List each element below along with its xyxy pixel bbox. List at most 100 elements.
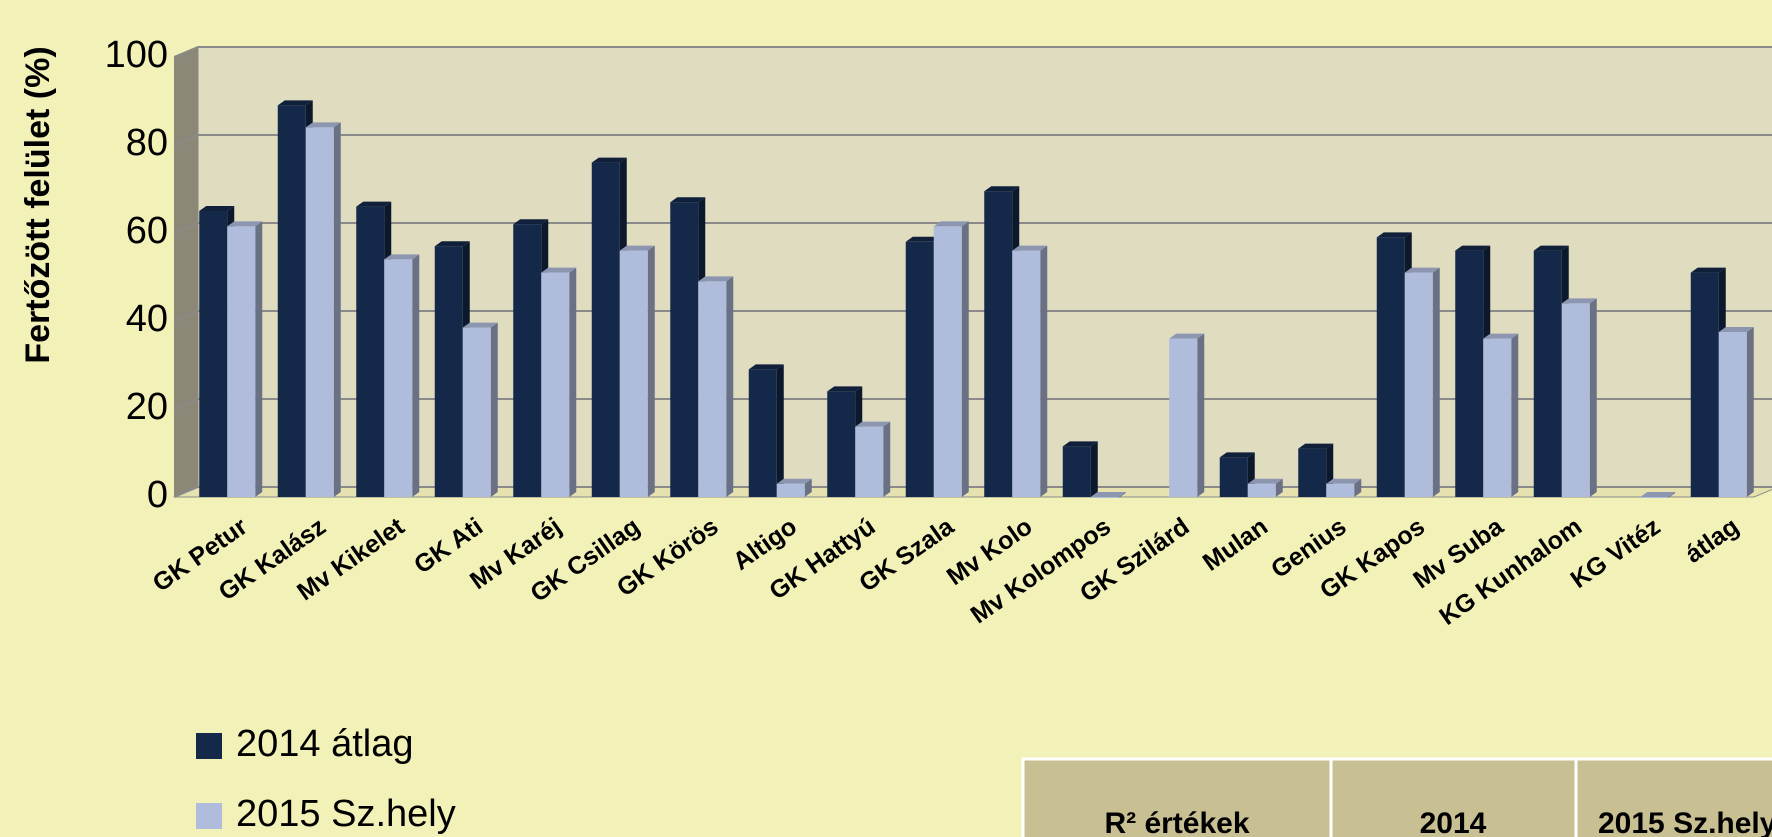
table-cell bbox=[1021, 757, 1333, 837]
bar-top bbox=[748, 364, 784, 370]
bar bbox=[513, 224, 542, 497]
bar-top bbox=[698, 276, 734, 282]
bar bbox=[541, 272, 570, 497]
bar-side bbox=[412, 254, 420, 497]
bar-top bbox=[670, 197, 706, 203]
bar bbox=[1561, 303, 1590, 497]
bar-top bbox=[384, 254, 420, 260]
bar-top bbox=[1718, 327, 1754, 332]
bar bbox=[670, 202, 699, 497]
bar-side bbox=[255, 221, 263, 497]
bar bbox=[855, 426, 884, 497]
bar bbox=[984, 191, 1013, 497]
bar bbox=[619, 250, 648, 497]
bar-top bbox=[356, 201, 392, 207]
bar bbox=[1483, 338, 1512, 497]
table-cell bbox=[1574, 757, 1772, 837]
bar-top bbox=[462, 322, 498, 328]
r2-table: R² értékek 2014 2015 Sz.hely bbox=[1021, 757, 1772, 837]
bar-top bbox=[1690, 267, 1726, 273]
grid-line bbox=[173, 398, 1772, 410]
bar-top bbox=[1640, 492, 1676, 497]
bar bbox=[698, 281, 727, 497]
bar bbox=[199, 211, 228, 497]
bar-side bbox=[883, 421, 891, 497]
bar bbox=[1062, 446, 1091, 497]
bar-top bbox=[1404, 267, 1440, 273]
bar-top bbox=[591, 157, 627, 163]
bar bbox=[1718, 332, 1747, 497]
bar bbox=[1169, 338, 1198, 497]
y-tick-label: 0 bbox=[147, 474, 168, 516]
y-tick-label: 40 bbox=[126, 298, 168, 340]
bar-side bbox=[647, 245, 655, 497]
bar-side bbox=[1040, 245, 1048, 497]
bar-top bbox=[619, 245, 655, 251]
bar-top bbox=[1219, 452, 1255, 458]
bar-top bbox=[827, 386, 863, 392]
bar bbox=[305, 127, 334, 498]
bar-top bbox=[1298, 443, 1334, 449]
bar-side bbox=[1511, 333, 1519, 497]
bar bbox=[1640, 497, 1669, 498]
bar-top bbox=[277, 100, 313, 106]
grid-line bbox=[173, 310, 1772, 322]
bar bbox=[1376, 237, 1405, 497]
bar-side bbox=[804, 478, 812, 497]
bar bbox=[1012, 250, 1041, 497]
bar-top bbox=[1090, 492, 1126, 497]
bar bbox=[1298, 448, 1327, 497]
bar-top bbox=[1376, 232, 1412, 238]
bar bbox=[1219, 457, 1248, 497]
bar-side bbox=[1668, 492, 1676, 498]
y-tick-label: 60 bbox=[126, 210, 168, 252]
y-axis-title: Fertőzött felület (%) bbox=[19, 46, 57, 363]
bar-top bbox=[305, 122, 341, 128]
bar bbox=[1090, 497, 1119, 498]
bar-side bbox=[776, 364, 784, 497]
bar-top bbox=[434, 241, 470, 247]
bar-side bbox=[1275, 478, 1283, 497]
bar-side bbox=[569, 267, 577, 497]
bar-top bbox=[1533, 245, 1569, 251]
bar-side bbox=[1090, 441, 1098, 497]
bar-side bbox=[490, 322, 498, 497]
bar bbox=[827, 391, 856, 497]
bar-top bbox=[1455, 245, 1491, 251]
bar-top bbox=[984, 186, 1020, 192]
bar bbox=[462, 327, 491, 497]
bar-side bbox=[1197, 333, 1205, 497]
bar bbox=[384, 259, 413, 497]
bar-side bbox=[1746, 327, 1754, 497]
bar-top bbox=[855, 421, 891, 427]
bar bbox=[277, 105, 306, 498]
bar-side bbox=[1118, 492, 1126, 498]
bar-top bbox=[1561, 298, 1597, 304]
bar-top bbox=[1062, 441, 1098, 447]
bar-top bbox=[933, 221, 969, 227]
table-header: 2014 bbox=[1420, 807, 1487, 837]
bar-top bbox=[541, 267, 577, 273]
bar-top bbox=[905, 236, 941, 242]
bar-top bbox=[199, 206, 235, 211]
bar bbox=[1533, 250, 1562, 497]
bar-top bbox=[1483, 333, 1519, 339]
bar-side bbox=[726, 276, 734, 497]
table-header: R² értékek bbox=[1104, 807, 1249, 837]
y-tick-label: 20 bbox=[126, 386, 168, 428]
legend-swatch bbox=[196, 803, 222, 829]
table-cell bbox=[1329, 757, 1578, 837]
bar bbox=[1247, 483, 1276, 497]
bar-top bbox=[776, 478, 812, 484]
grid-line bbox=[173, 46, 1772, 58]
plot-side-wall bbox=[174, 47, 198, 497]
legend-label: 2014 átlag bbox=[236, 723, 414, 765]
grid-line bbox=[173, 134, 1772, 146]
y-tick-label: 80 bbox=[126, 122, 168, 164]
bar-side bbox=[961, 221, 969, 497]
bar-side bbox=[1432, 267, 1440, 497]
bar bbox=[933, 226, 962, 497]
bar-top bbox=[227, 221, 263, 227]
bar bbox=[1404, 272, 1433, 497]
